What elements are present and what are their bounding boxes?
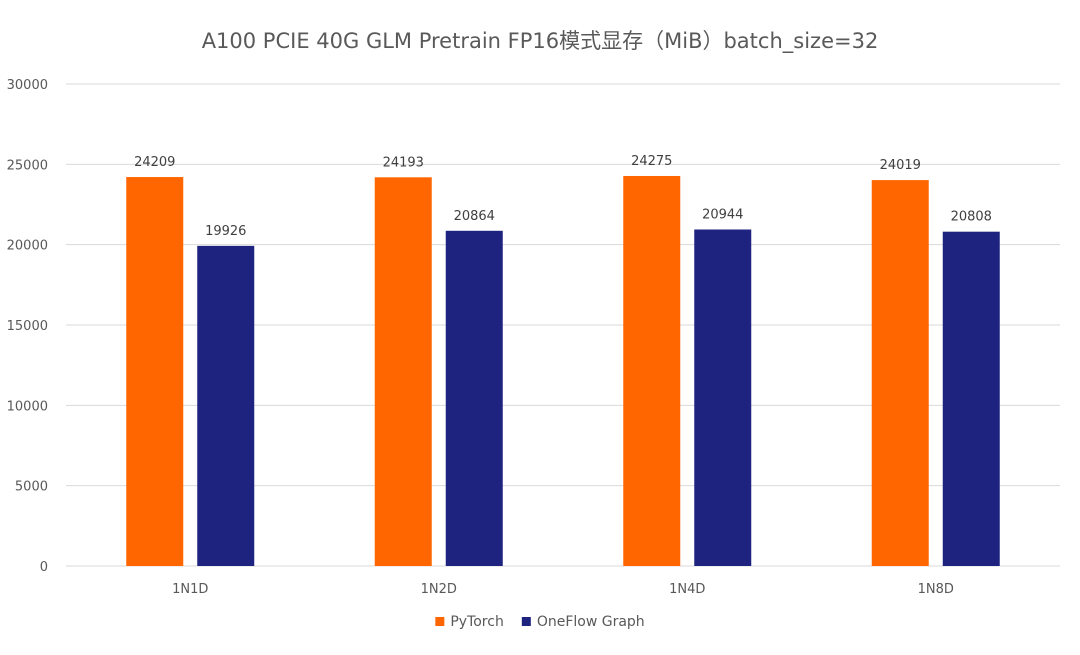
chart-title: A100 PCIE 40G GLM Pretrain FP16模式显存（MiB）… [202, 29, 879, 54]
y-tick-label: 10000 [7, 399, 48, 414]
legend: PyTorch OneFlow Graph [435, 614, 645, 630]
y-tick-label: 15000 [7, 319, 48, 334]
legend-item: PyTorch [435, 614, 504, 630]
y-tick-label: 0 [40, 560, 48, 575]
x-tick-label: 1N1D [172, 582, 208, 597]
x-tick-label: 1N8D [918, 582, 954, 597]
bar-pytorch-1n8d [871, 180, 929, 566]
x-axis-tick-labels: 1N1D 1N2D 1N4D 1N8D [172, 582, 954, 597]
bar-pytorch-1n2d [374, 177, 432, 566]
bar-pytorch-1n1d [126, 177, 184, 567]
legend-label: PyTorch [450, 614, 503, 630]
x-tick-label: 1N4D [669, 582, 705, 597]
data-label: 24275 [631, 154, 672, 169]
legend-swatch [521, 617, 531, 626]
y-tick-label: 30000 [7, 78, 48, 93]
bar-oneflow-graph-1n8d [942, 231, 1000, 566]
legend-swatch [435, 617, 445, 626]
x-tick-label: 1N2D [421, 582, 457, 597]
y-tick-label: 25000 [7, 158, 48, 173]
y-tick-label: 5000 [15, 480, 48, 495]
bar-oneflow-graph-1n4d [694, 229, 752, 566]
data-label: 20944 [702, 207, 743, 222]
bar-oneflow-graph-1n1d [197, 245, 255, 567]
data-label: 20808 [951, 210, 992, 225]
bars [126, 175, 1000, 567]
legend-label: OneFlow Graph [537, 614, 645, 630]
legend-item: OneFlow Graph [521, 614, 645, 630]
data-labels: 24209 19926 24193 20864 24275 20944 24019 20808 [134, 154, 992, 239]
data-label: 19926 [205, 224, 246, 239]
data-label: 20864 [454, 209, 495, 224]
bar-oneflow-graph-1n2d [445, 230, 503, 566]
data-label: 24193 [383, 155, 424, 170]
y-axis-tick-labels: 0 5000 10000 15000 20000 25000 30000 [7, 78, 48, 575]
data-label: 24019 [880, 158, 921, 173]
data-label: 24209 [134, 155, 175, 170]
bar-pytorch-1n4d [623, 175, 681, 566]
y-tick-label: 20000 [7, 239, 48, 254]
